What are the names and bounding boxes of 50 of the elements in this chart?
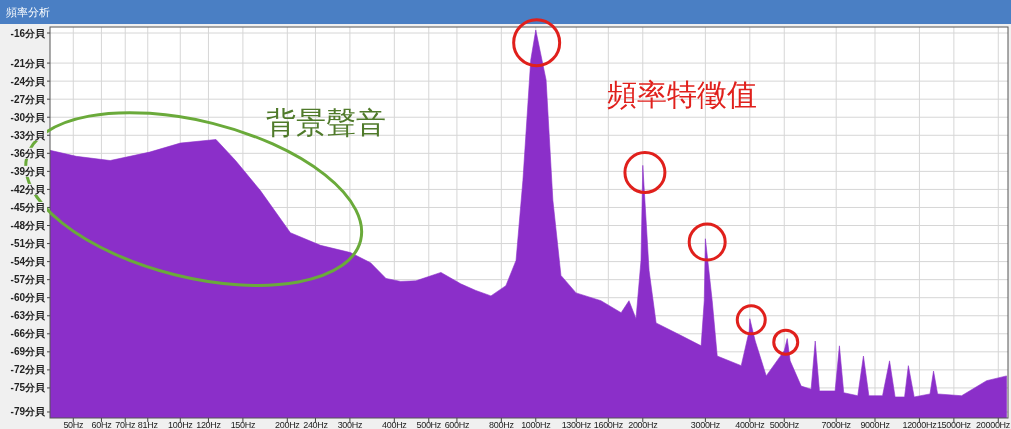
y-tick-label: -51分貝	[10, 238, 46, 250]
x-tick-label: 600Hz	[444, 420, 470, 429]
y-tick-label: -21分貝	[10, 57, 46, 69]
x-tick-label: 1000Hz	[521, 420, 552, 429]
x-tick-label: 5000Hz	[769, 420, 800, 429]
x-tick-label: 81Hz	[137, 420, 159, 429]
y-tick-label: -57分貝	[10, 274, 46, 286]
y-tick-label: -60分貝	[10, 292, 46, 304]
x-tick-label: 7000Hz	[821, 420, 852, 429]
x-tick-label: 70Hz	[115, 420, 136, 429]
x-tick-label: 120Hz	[196, 420, 222, 429]
y-tick-label: -36分貝	[10, 147, 46, 159]
y-tick-label: -27分貝	[10, 93, 46, 105]
x-tick-label: 400Hz	[382, 420, 408, 429]
y-tick-label: -33分貝	[10, 129, 46, 141]
y-tick-label: -39分貝	[10, 165, 46, 177]
x-tick-label: 60Hz	[91, 420, 113, 429]
x-tick-label: 12000Hz	[902, 420, 938, 429]
x-tick-label: 1600Hz	[593, 420, 624, 429]
y-tick-label: -24分貝	[10, 75, 46, 87]
y-tick-label: -30分貝	[10, 111, 46, 123]
x-tick-label: 500Hz	[416, 420, 442, 429]
x-tick-label: 150Hz	[230, 420, 256, 429]
x-tick-label: 4000Hz	[735, 420, 766, 429]
y-tick-label: -54分貝	[10, 256, 46, 268]
y-tick-label: -79分貝	[10, 406, 46, 418]
y-tick-label: -63分貝	[10, 310, 46, 322]
y-tick-label: -42分貝	[10, 183, 46, 195]
y-tick-label: -66分貝	[10, 328, 46, 340]
y-tick-label: -72分貝	[10, 364, 46, 376]
annotation: 頻率特徵值	[606, 78, 757, 112]
x-tick-label: 2000Hz	[628, 420, 659, 429]
annotation: 背景聲音	[265, 105, 386, 139]
x-tick-label: 9000Hz	[860, 420, 891, 429]
x-tick-label: 800Hz	[489, 420, 515, 429]
x-tick-label: 15000Hz	[936, 420, 972, 429]
x-tick-label: 300Hz	[337, 420, 363, 429]
y-tick-label: -45分貝	[10, 201, 46, 213]
x-tick-label: 240Hz	[303, 420, 329, 429]
y-tick-label: -69分貝	[10, 346, 46, 358]
x-tick-label: 1300Hz	[561, 420, 592, 429]
y-tick-label: -16分貝	[10, 27, 46, 39]
x-tick-label: 200Hz	[275, 420, 301, 429]
x-tick-label: 20000Hz	[976, 420, 1011, 429]
y-tick-label: -48分貝	[10, 220, 46, 232]
x-tick-label: 3000Hz	[690, 420, 721, 429]
y-tick-label: -75分貝	[10, 382, 46, 394]
x-tick-label: 100Hz	[168, 420, 194, 429]
chart-title: 頻率分析	[6, 6, 50, 18]
x-tick-label: 50Hz	[63, 420, 84, 429]
